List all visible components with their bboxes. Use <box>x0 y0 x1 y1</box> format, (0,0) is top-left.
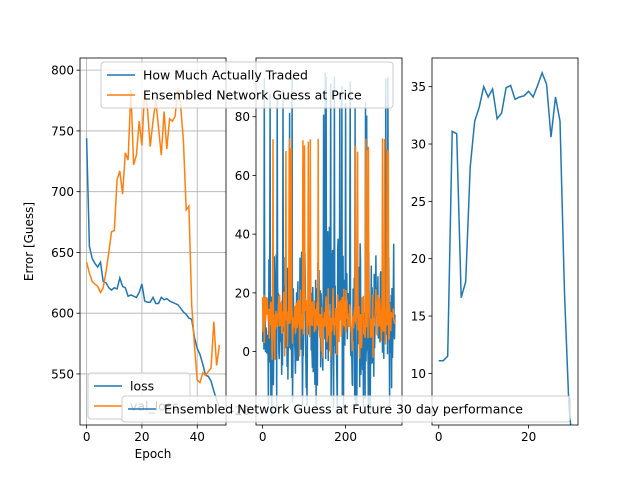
x-tick-label: 0 <box>259 430 267 444</box>
x-tick-label: 20 <box>521 430 536 444</box>
legend-entry: Ensembled Network Guess at Future 30 day… <box>164 402 523 417</box>
y-tick-label: 30 <box>411 138 426 152</box>
x-tick-label: 0 <box>83 430 91 444</box>
y-tick-label: 550 <box>51 367 74 381</box>
x-axis-label: Epoch <box>135 447 172 461</box>
panel-2 <box>252 57 403 429</box>
plot-frame <box>255 57 403 426</box>
plot-frame <box>79 57 227 426</box>
y-tick-label: 750 <box>51 124 74 138</box>
y-tick-label: 80 <box>235 110 250 124</box>
legend-entry: loss <box>130 379 154 394</box>
x-tick-label: 20 <box>134 430 149 444</box>
x-tick-label: 200 <box>334 430 357 444</box>
y-tick-label: 20 <box>411 252 426 266</box>
legend-entry: How Much Actually Traded <box>143 68 308 83</box>
y-tick-label: 10 <box>411 367 426 381</box>
y-tick-label: 25 <box>411 195 426 209</box>
y-tick-label: 15 <box>411 310 426 324</box>
legend-box <box>100 61 394 109</box>
y-tick-label: 20 <box>235 286 250 300</box>
plot-frame <box>431 57 579 426</box>
y-tick-label: 800 <box>51 64 74 78</box>
series-line-1 <box>438 70 572 425</box>
series-line-2 <box>85 88 221 384</box>
y-tick-label: 0 <box>242 345 250 359</box>
y-tick-label: 60 <box>235 169 250 183</box>
legend-panel-3 <box>121 395 571 423</box>
series-line-1 <box>261 72 396 417</box>
y-tick-label: 700 <box>51 185 74 199</box>
panel-1 <box>76 57 227 429</box>
series-line-2 <box>261 138 396 360</box>
series-line-1 <box>85 138 221 409</box>
legend-box <box>121 395 571 423</box>
y-tick-label: 600 <box>51 307 74 321</box>
panel-3 <box>428 57 579 429</box>
legend-entry: Ensembled Network Guess at Price <box>143 88 362 103</box>
x-tick-label: 40 <box>190 430 205 444</box>
y-axis-label: Error [Guess] <box>22 202 36 281</box>
y-tick-label: 35 <box>411 80 426 94</box>
x-tick-label: 0 <box>435 430 443 444</box>
y-tick-label: 40 <box>235 228 250 242</box>
legend-panel-2 <box>100 61 394 109</box>
y-tick-label: 650 <box>51 246 74 260</box>
